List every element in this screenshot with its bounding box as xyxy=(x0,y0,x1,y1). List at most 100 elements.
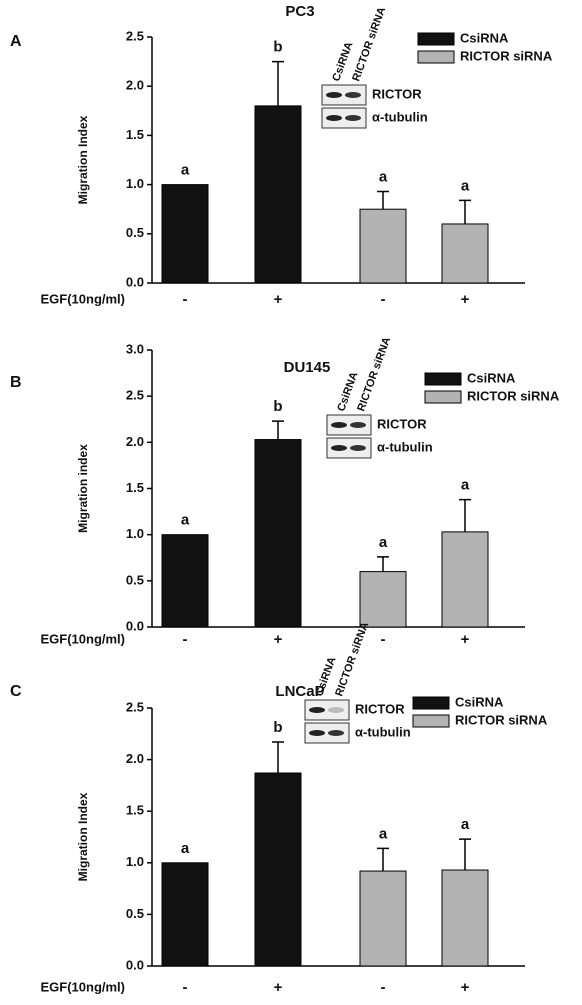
bar xyxy=(254,439,302,628)
legend-swatch xyxy=(412,714,450,728)
bar xyxy=(254,105,302,284)
error-bar xyxy=(272,741,284,774)
significance-letter: a xyxy=(181,840,190,857)
error-bar xyxy=(377,847,389,872)
y-tick-label: 3.0 xyxy=(126,341,144,356)
y-tick-label: 2.0 xyxy=(126,78,144,93)
significance-letter: a xyxy=(461,177,470,194)
significance-letter: a xyxy=(461,816,470,833)
blot-band xyxy=(345,92,361,98)
x-tick-label: + xyxy=(461,631,470,648)
x-tick-label: - xyxy=(381,631,386,648)
y-tick-label: 1.0 xyxy=(126,854,144,869)
y-tick-label: 0.5 xyxy=(126,572,144,587)
significance-letter: a xyxy=(181,162,190,179)
error-bar xyxy=(459,838,471,871)
blot-box xyxy=(326,437,372,459)
blot-lane-label: RICTOR siRNA xyxy=(350,6,388,83)
y-tick-label: 1.0 xyxy=(126,176,144,191)
x-tick-label: + xyxy=(461,979,470,996)
x-tick-label: + xyxy=(274,979,283,996)
blot-band xyxy=(331,422,347,428)
bar xyxy=(161,862,209,967)
significance-letter: a xyxy=(379,825,388,842)
blot-lane-label: RICTOR siRNA xyxy=(355,336,393,413)
x-tick-label: - xyxy=(381,979,386,996)
legend-label: CsiRNA xyxy=(460,30,509,45)
error-bar xyxy=(377,190,389,210)
panel-letter: B xyxy=(10,374,22,391)
chart-title: PC3 xyxy=(285,3,314,20)
y-tick-label: 0.0 xyxy=(126,274,144,289)
significance-letter: a xyxy=(379,168,388,185)
bar xyxy=(254,772,302,967)
blot-band-label: RICTOR xyxy=(372,86,422,101)
chart-title: DU145 xyxy=(284,359,331,376)
error-bar xyxy=(272,420,284,440)
x-tick-label: - xyxy=(183,979,188,996)
y-tick-label: 2.0 xyxy=(126,751,144,766)
blot-band-label: α-tubulin xyxy=(377,439,433,454)
y-tick-label: 2.5 xyxy=(126,388,144,403)
bar xyxy=(359,208,407,284)
panel-letter: C xyxy=(10,683,22,700)
blot-box xyxy=(304,722,350,744)
blot-band xyxy=(331,445,347,451)
significance-letter: b xyxy=(273,398,282,415)
blot-lane-label: RICTOR siRNA xyxy=(333,621,371,698)
bar xyxy=(441,869,489,967)
x-axis-label: EGF(10ng/ml) xyxy=(40,979,125,994)
x-tick-label: - xyxy=(183,291,188,308)
blot-band xyxy=(345,115,361,121)
y-axis-label: Migration Index xyxy=(76,792,90,881)
blot-band xyxy=(326,92,342,98)
legend-label: RICTOR siRNA xyxy=(455,712,548,727)
blot-band xyxy=(309,730,325,736)
legend-label: CsiRNA xyxy=(455,694,504,709)
x-tick-label: + xyxy=(274,631,283,648)
bar xyxy=(161,534,209,628)
x-axis-label: EGF(10ng/ml) xyxy=(40,291,125,306)
panel-letter: A xyxy=(10,33,22,50)
bar xyxy=(359,571,407,628)
y-tick-label: 1.5 xyxy=(126,127,144,142)
y-tick-label: 1.0 xyxy=(126,526,144,541)
blot-band-label: α-tubulin xyxy=(355,724,411,739)
blot-band-label: RICTOR xyxy=(355,701,405,716)
legend-swatch xyxy=(417,50,455,64)
error-bar xyxy=(377,556,389,572)
legend-label: RICTOR siRNA xyxy=(467,388,560,403)
blot-box xyxy=(304,699,350,721)
legend-swatch xyxy=(424,390,462,404)
x-tick-label: + xyxy=(461,291,470,308)
legend-swatch xyxy=(424,372,462,386)
x-axis-label: EGF(10ng/ml) xyxy=(40,631,125,646)
significance-letter: b xyxy=(273,39,282,56)
significance-letter: a xyxy=(181,512,190,529)
legend-swatch xyxy=(412,696,450,710)
legend-swatch xyxy=(417,32,455,46)
x-tick-label: + xyxy=(274,291,283,308)
significance-letter: a xyxy=(461,477,470,494)
blot-band xyxy=(328,730,344,736)
error-bar xyxy=(272,60,284,106)
blot-band xyxy=(328,707,344,713)
blot-band-label: α-tubulin xyxy=(372,109,428,124)
y-tick-label: 0.0 xyxy=(126,957,144,972)
bar xyxy=(441,223,489,284)
significance-letter: a xyxy=(379,534,388,551)
y-axis-label: Migration Index xyxy=(76,115,90,204)
error-bar xyxy=(459,199,471,224)
blot-band xyxy=(350,445,366,451)
y-tick-label: 2.5 xyxy=(126,699,144,714)
bar xyxy=(359,870,407,967)
blot-box xyxy=(321,84,367,106)
blot-band xyxy=(350,422,366,428)
x-tick-label: - xyxy=(381,291,386,308)
blot-box xyxy=(321,107,367,129)
error-bar xyxy=(459,498,471,532)
y-axis-label: Migration index xyxy=(76,444,90,533)
legend-label: CsiRNA xyxy=(467,370,516,385)
blot-box xyxy=(326,414,372,436)
